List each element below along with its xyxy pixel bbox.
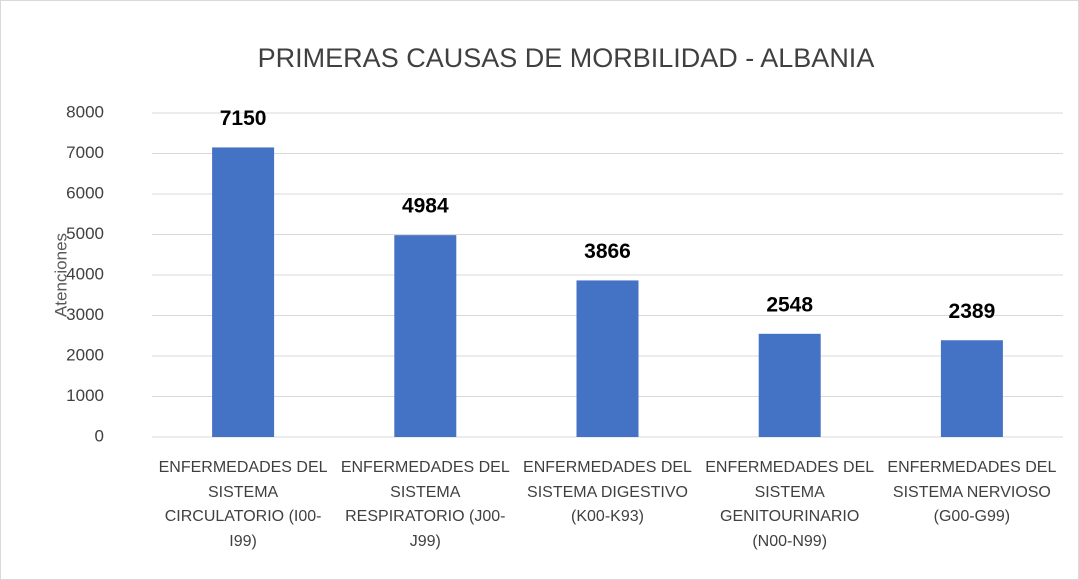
data-label: 7150	[220, 107, 267, 130]
bar	[940, 340, 1003, 437]
data-label: 4984	[402, 195, 449, 218]
bar	[394, 235, 457, 437]
x-tick-label: ENFERMEDADES DEL SISTEMA RESPIRATORIO (J…	[340, 459, 510, 550]
x-tick-label: ENFERMEDADES DEL SISTEMA DIGESTIVO (K00-…	[523, 459, 692, 525]
x-tick-label: ENFERMEDADES DEL SISTEMA CIRCULATORIO (I…	[158, 459, 328, 550]
bar	[758, 333, 821, 437]
y-axis-label: Atenciones	[51, 233, 70, 317]
data-label: 2548	[766, 293, 813, 316]
data-label: 2389	[949, 300, 996, 323]
y-tick-label: 8000	[66, 102, 104, 121]
y-tick-label: 1000	[66, 386, 104, 405]
data-label: 3866	[584, 240, 631, 263]
y-tick-label: 2000	[66, 345, 104, 364]
y-tick-label: 4000	[66, 264, 104, 283]
chart-title: PRIMERAS CAUSAS DE MORBILIDAD - ALBANIA	[258, 43, 875, 73]
x-tick-label: ENFERMEDADES DEL SISTEMA NERVIOSO (G00-G…	[887, 459, 1057, 525]
y-tick-label: 6000	[66, 183, 104, 202]
bar	[576, 280, 639, 437]
y-tick-label: 0	[95, 426, 104, 445]
y-tick-label: 3000	[66, 305, 104, 324]
x-tick-label: ENFERMEDADES DEL SISTEMA GENITOURINARIO …	[705, 459, 875, 550]
y-tick-label: 5000	[66, 224, 104, 243]
y-tick-label: 7000	[66, 143, 104, 162]
bar	[212, 147, 275, 438]
